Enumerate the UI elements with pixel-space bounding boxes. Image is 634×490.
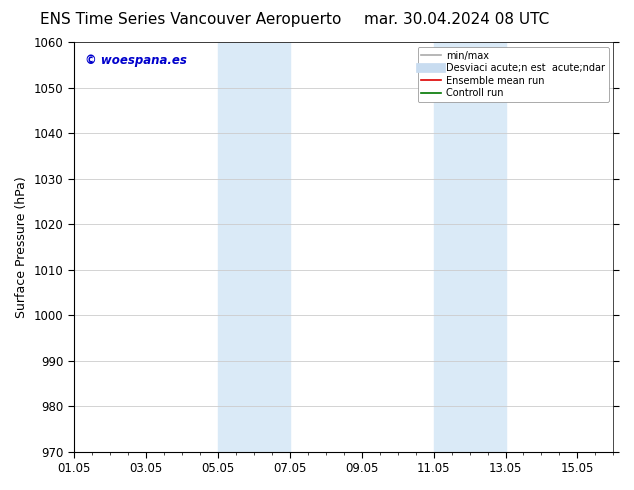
Bar: [242, 42, 290, 452]
Bar: [217, 42, 242, 452]
Text: © woespana.es: © woespana.es: [84, 54, 186, 67]
Bar: [458, 42, 505, 452]
Legend: min/max, Desviaci acute;n est  acute;ndar, Ensemble mean run, Controll run: min/max, Desviaci acute;n est acute;ndar…: [418, 47, 609, 102]
Y-axis label: Surface Pressure (hPa): Surface Pressure (hPa): [15, 176, 28, 318]
Text: mar. 30.04.2024 08 UTC: mar. 30.04.2024 08 UTC: [364, 12, 549, 27]
Text: ENS Time Series Vancouver Aeropuerto: ENS Time Series Vancouver Aeropuerto: [39, 12, 341, 27]
Bar: [434, 42, 458, 452]
